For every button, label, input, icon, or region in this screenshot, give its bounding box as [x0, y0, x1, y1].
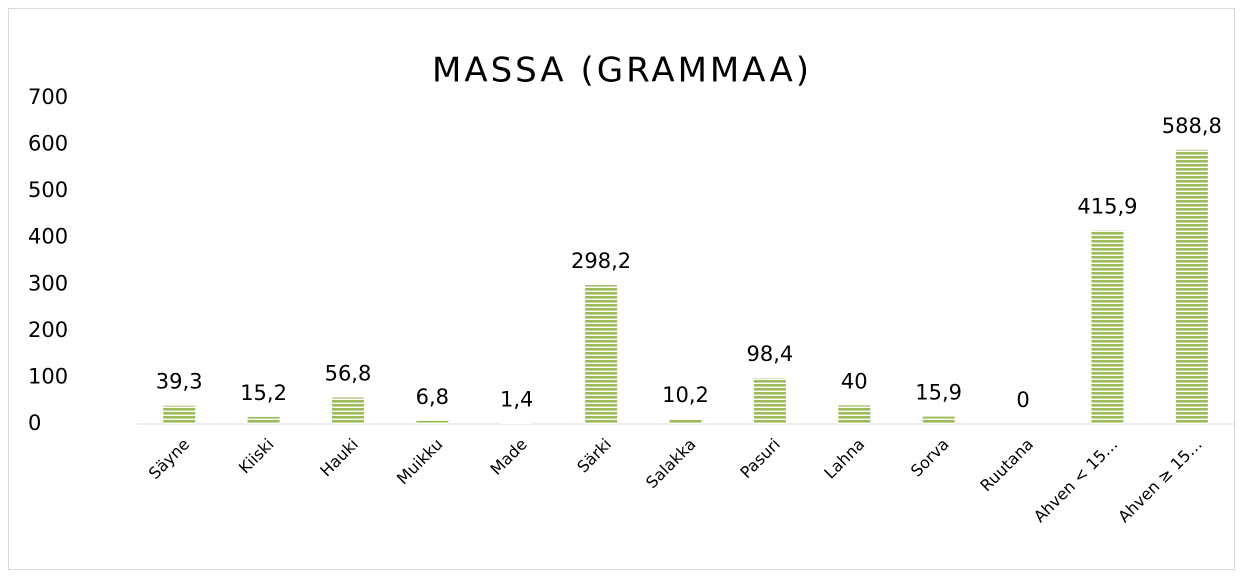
bar [247, 416, 280, 424]
data-label: 6,8 [416, 385, 449, 409]
bar [585, 285, 618, 424]
y-tick-label: 400 [28, 225, 68, 249]
bar [838, 405, 871, 424]
y-tick-label: 200 [28, 318, 68, 342]
y-tick-label: 600 [28, 132, 68, 156]
y-tick-label: 0 [28, 411, 41, 435]
data-label: 98,4 [747, 342, 794, 366]
data-label: 1,4 [500, 387, 533, 411]
chart-title: MASSA (GRAMMAA) [432, 51, 812, 91]
bar [1091, 230, 1124, 424]
data-label: 10,2 [662, 383, 709, 407]
data-label: 298,2 [571, 249, 631, 273]
bar [500, 423, 533, 424]
bar [753, 378, 786, 424]
y-tick-label: 300 [28, 271, 68, 295]
data-label: 39,3 [156, 370, 203, 394]
bar [163, 405, 196, 424]
data-label: 588,8 [1162, 114, 1222, 138]
bar [331, 397, 364, 424]
data-label: 56,8 [325, 362, 372, 386]
chart-border [8, 8, 1235, 570]
data-label: 40 [841, 369, 868, 393]
bar [416, 420, 449, 424]
data-label: 15,2 [240, 381, 287, 405]
y-tick-label: 500 [28, 178, 68, 202]
bar [1175, 149, 1208, 425]
data-label: 15,9 [915, 381, 962, 405]
data-label: 0 [1016, 388, 1029, 412]
bar [922, 416, 955, 424]
bar [669, 419, 702, 424]
y-tick-label: 100 [28, 364, 68, 388]
data-label: 415,9 [1077, 194, 1137, 218]
y-tick-label: 700 [28, 85, 68, 109]
